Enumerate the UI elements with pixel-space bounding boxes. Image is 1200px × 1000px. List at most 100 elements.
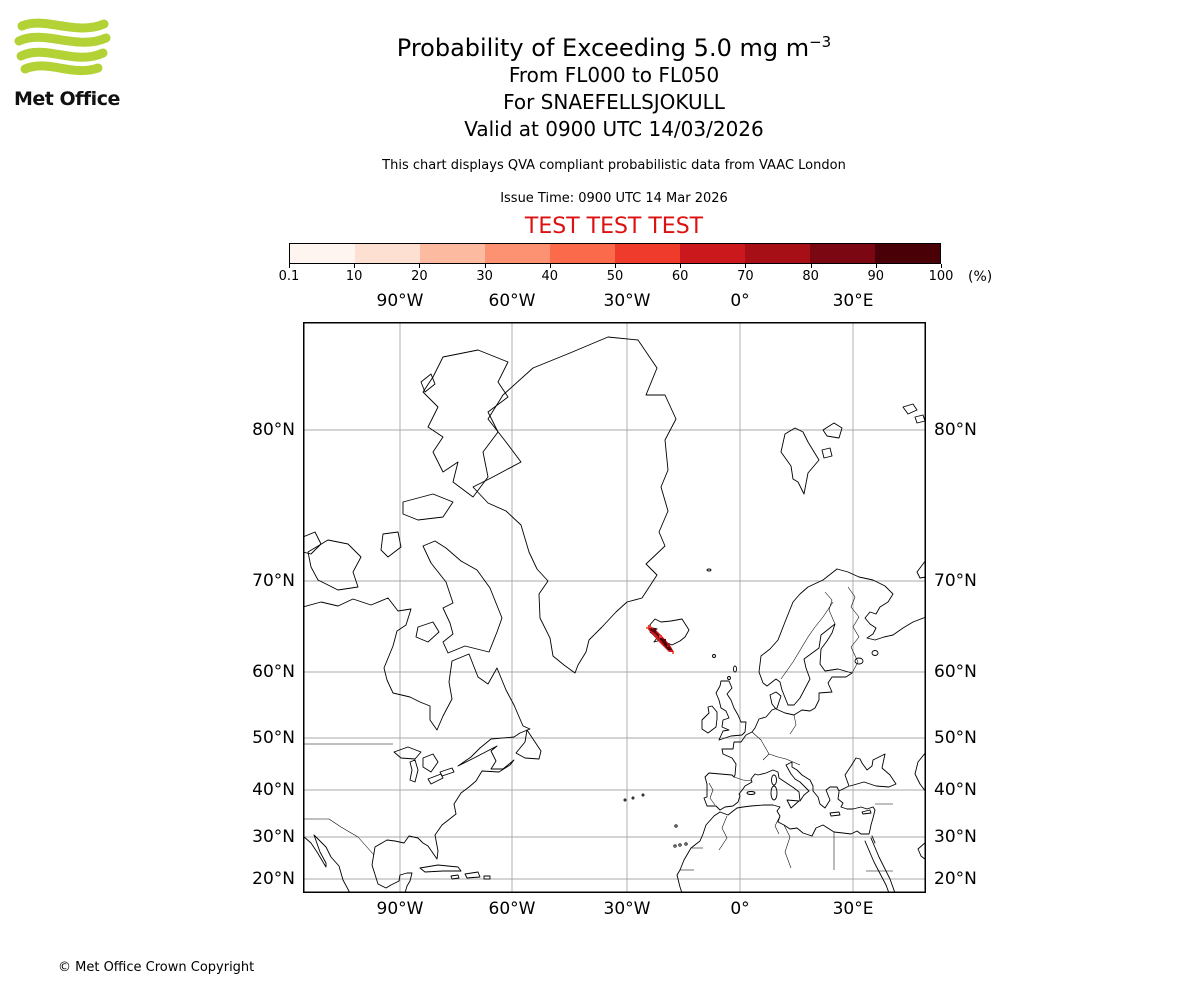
colorbar-tick-label: 70 xyxy=(737,269,754,284)
colorbar-tick-label: 30 xyxy=(476,269,493,284)
axis-label-lat-left: 70°N xyxy=(252,571,295,591)
colorbar-segment xyxy=(420,244,485,263)
coastline-azores-1 xyxy=(623,798,627,802)
coastline-mexico-pacific xyxy=(303,834,351,893)
title-main-text: Probability of Exceeding 5.0 mg m xyxy=(396,34,810,62)
coastline-faroe xyxy=(712,654,716,658)
colorbar-unit: (%) xyxy=(968,269,993,285)
coastline-hispaniola xyxy=(464,871,481,879)
axis-label-lon-bottom: 0° xyxy=(730,899,750,919)
colorbar-segments xyxy=(289,243,941,264)
colorbar-tick-mark xyxy=(289,264,290,268)
lake-ontario xyxy=(439,767,455,777)
subtitle-valid-time: Valid at 0900 UTC 14/03/2026 xyxy=(464,117,764,141)
colorbar-tick-mark xyxy=(941,264,942,268)
coastline-banks-island xyxy=(303,531,322,555)
axis-label-lon-bottom: 30°W xyxy=(603,899,651,919)
axis-label-lat-right: 30°N xyxy=(934,827,977,847)
met-office-logo-text: Met Office xyxy=(14,88,120,110)
coastline-azores-3 xyxy=(641,793,645,797)
coastline-franz-josef-1 xyxy=(902,403,918,415)
colorbar-tick-label: 0.1 xyxy=(278,269,300,284)
axis-label-lon-bottom: 60°W xyxy=(488,899,536,919)
ash-speck xyxy=(663,639,666,642)
axis-label-lon-top: 60°W xyxy=(488,291,536,311)
colorbar-segment xyxy=(615,244,680,263)
ash-speck xyxy=(659,635,662,638)
axis-label-lon-top: 90°W xyxy=(376,291,424,311)
country-borders xyxy=(303,586,893,872)
coastline-southampton-island xyxy=(415,621,440,643)
colorbar-segment xyxy=(745,244,810,263)
coastline-franz-josef-2 xyxy=(914,414,926,424)
coastline-caspian xyxy=(914,751,926,793)
axis-label-lat-right: 60°N xyxy=(934,662,977,682)
colorbar-tick-label: 50 xyxy=(606,269,624,284)
coastline-red-sea xyxy=(864,840,890,893)
met-office-logo: Met Office xyxy=(14,16,134,116)
coastline-north-africa xyxy=(676,791,876,893)
axis-label-lat-left: 80°N xyxy=(252,420,295,440)
axis-label-lon-bottom: 30°E xyxy=(832,899,874,919)
axis-label-lat-left: 20°N xyxy=(252,869,295,889)
colorbar-segment xyxy=(290,244,355,263)
ash-plume xyxy=(646,625,674,654)
coastline-nordaustlandet xyxy=(822,422,843,439)
colorbar-tick-label: 90 xyxy=(867,269,885,284)
coastline-puerto-rico xyxy=(483,875,491,880)
colorbar-tick-label: 20 xyxy=(411,269,428,284)
graticule-grid xyxy=(303,322,926,893)
copyright: © Met Office Crown Copyright xyxy=(58,960,255,975)
coastline-baffin-island xyxy=(422,540,503,654)
coastline-edgeoya xyxy=(821,447,833,459)
ash-speck xyxy=(648,625,651,628)
colorbar-segment xyxy=(875,244,940,263)
coastline-sardinia xyxy=(770,785,778,801)
coastline-jamaica xyxy=(450,874,460,880)
axis-label-lat-left: 50°N xyxy=(252,728,295,748)
coastline-mediterranean-north xyxy=(719,753,897,811)
axis-label-lat-right: 50°N xyxy=(934,728,977,748)
page-title: Probability of Exceeding 5.0 mg m−3 xyxy=(28,28,1200,62)
lake-onega xyxy=(871,650,879,656)
axis-label-lat-right: 40°N xyxy=(934,780,977,800)
met-office-logo-waves xyxy=(14,18,111,76)
axis-label-lat-left: 40°N xyxy=(252,780,295,800)
axis-label-lon-top: 30°E xyxy=(832,291,874,311)
coastline-great-britain xyxy=(715,680,747,741)
coastline-novaya-zemlya xyxy=(916,559,926,579)
subtitle-volcano: For SNAEFELLSJOKULL xyxy=(503,90,725,114)
colorbar-tick-mark xyxy=(484,264,486,268)
colorbar-tick-mark xyxy=(419,264,421,268)
lake-superior xyxy=(393,746,422,760)
map-frame xyxy=(303,322,926,893)
lake-huron xyxy=(422,753,439,773)
coastline-newfoundland xyxy=(515,729,542,760)
test-banner: TEST TEST TEST xyxy=(524,214,704,239)
title-exponent: −3 xyxy=(809,33,832,51)
subtitle-flight-levels: From FL000 to FL050 xyxy=(508,63,720,87)
qva-note: This chart displays QVA compliant probab… xyxy=(382,158,846,173)
coastline-jan-mayen xyxy=(706,568,712,572)
coastline-kola-white-sea xyxy=(836,568,926,641)
coastline-cyprus xyxy=(861,809,872,815)
coastline-gulf-aqaba xyxy=(871,835,876,844)
axis-label-lat-right: 20°N xyxy=(934,869,977,889)
axis-label-lat-right: 70°N xyxy=(934,571,977,591)
lake-ladoga xyxy=(854,657,864,665)
colorbar-segment xyxy=(680,244,745,263)
coastline-madeira xyxy=(674,824,678,828)
colorbar-tick-label: 60 xyxy=(671,269,689,284)
coastline-shetland xyxy=(733,665,737,673)
ash-speck xyxy=(653,629,656,632)
colorbar-segment xyxy=(355,244,420,263)
colorbar-segment xyxy=(810,244,875,263)
coastline-spitsbergen xyxy=(780,427,820,495)
lake-erie xyxy=(427,773,444,785)
colorbar-segment xyxy=(550,244,615,263)
axis-label-lon-bottom: 90°W xyxy=(376,899,424,919)
colorbar-tick-label: 100 xyxy=(928,269,954,284)
ash-speck xyxy=(667,644,670,647)
coastline-orkney xyxy=(727,676,731,680)
